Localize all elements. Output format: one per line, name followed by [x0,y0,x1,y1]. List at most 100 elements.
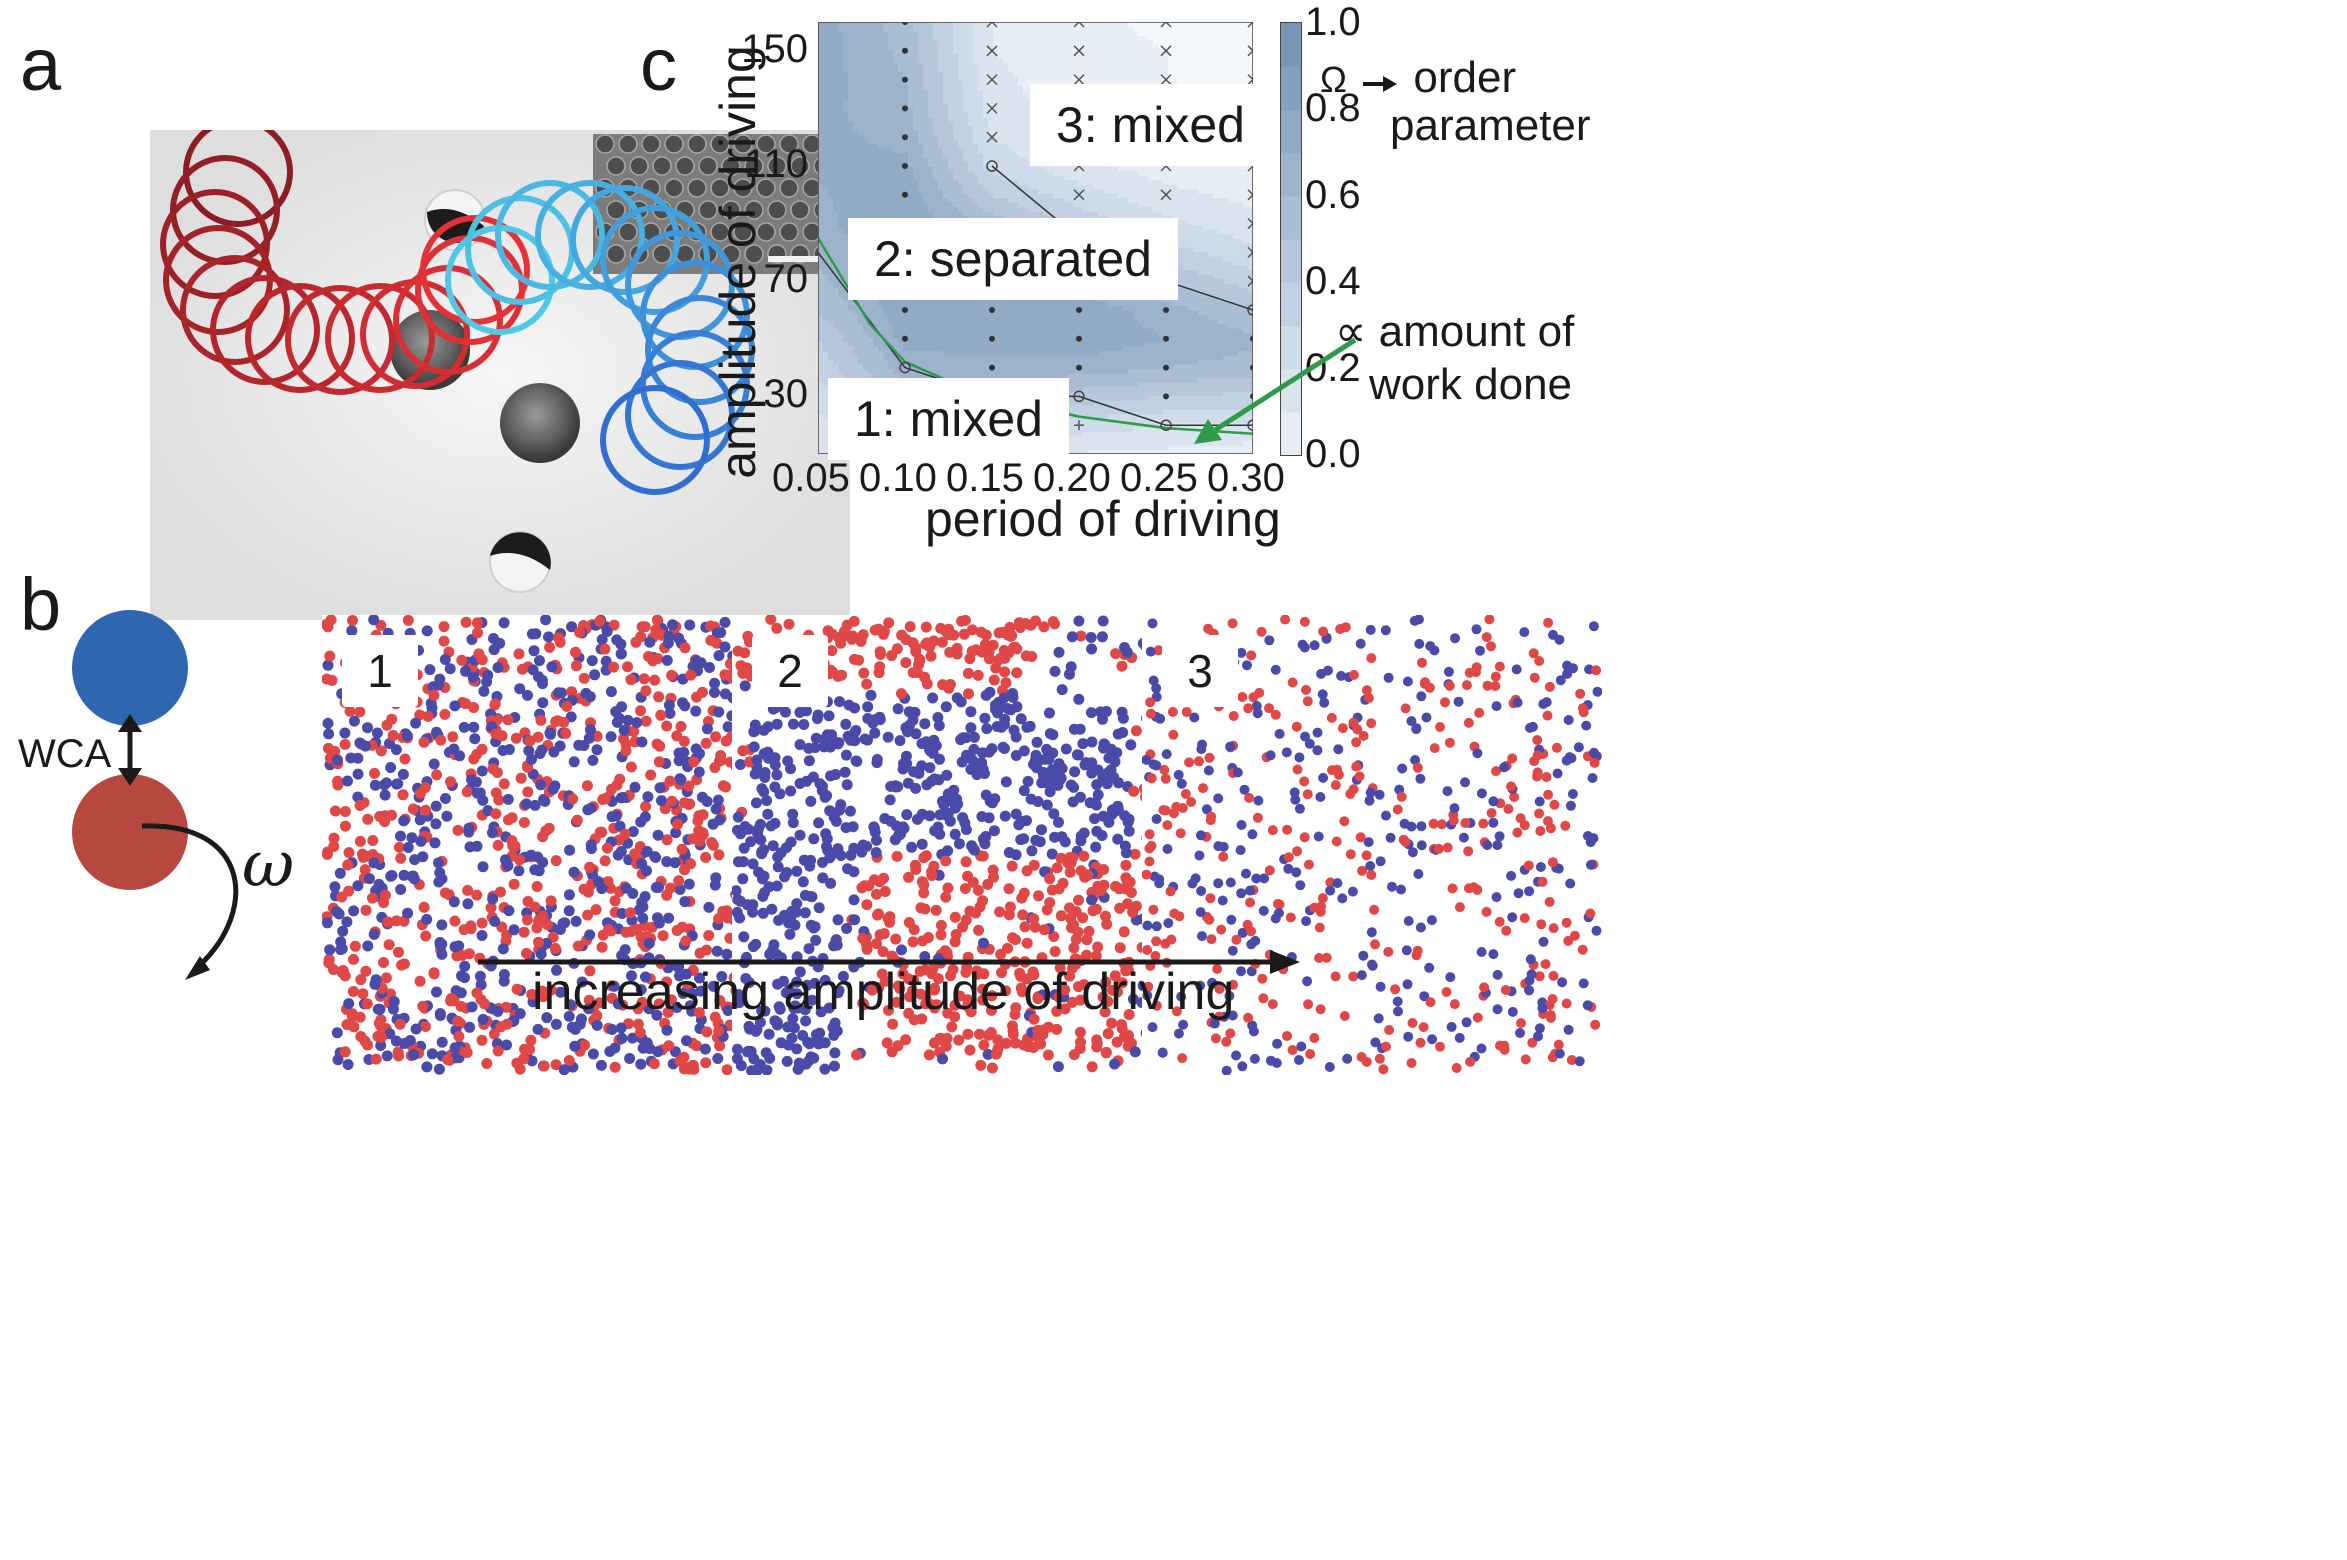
heatmap-cell [1003,143,1009,149]
heatmap-cell [853,328,859,334]
heatmap-cell [868,116,874,122]
heatmap-cell [888,328,894,334]
heatmap-cell [923,301,929,307]
heatmap-cell [828,26,834,32]
heatmap-cell [988,170,994,176]
heatmap-cell [823,422,829,428]
heatmap-cell [1038,170,1044,176]
heatmap-cell [943,67,949,73]
heatmap-cell [958,130,964,136]
heatmap-cell [823,157,829,163]
heatmap-cell [938,53,944,59]
heatmap-cell [888,359,894,365]
heatmap-cell [973,148,979,154]
heatmap-cell [963,130,969,136]
heatmap-cell [1018,22,1024,28]
heatmap-cell [958,161,964,167]
heatmap-cell [843,139,849,145]
heatmap-cell [978,143,984,149]
heatmap-cell [883,134,889,140]
heatmap-cell [1058,368,1064,374]
heatmap-cell [1038,310,1044,316]
heatmap-cell [893,328,899,334]
heatmap-cell [853,364,859,370]
heatmap-cell [1053,193,1059,199]
heatmap-cell [828,260,834,266]
heatmap-cell [1048,166,1054,172]
heatmap-cell [858,359,864,365]
heatmap-cell [818,121,824,127]
heatmap-cell [853,341,859,347]
heatmap-cell [838,134,844,140]
heatmap-cell [1028,355,1034,361]
heatmap-cell [1068,53,1074,59]
heatmap-cell [973,179,979,185]
heatmap-cell [1058,170,1064,176]
heatmap-cell [988,202,994,208]
heatmap-cell [973,161,979,167]
heatmap-cell [963,170,969,176]
heatmap-cell [823,184,829,190]
heatmap-cell [918,98,924,104]
heatmap-cell [943,116,949,122]
heatmap-cell [898,197,904,203]
heatmap-cell [893,202,899,208]
heatmap-cell [973,170,979,176]
heatmap-cell [933,206,939,212]
heatmap-cell [968,152,974,158]
heatmap-cell [823,130,829,136]
heatmap-cell [858,44,864,50]
heatmap-cell [953,301,959,307]
heatmap-cell [913,116,919,122]
heatmap-cell [1018,175,1024,181]
heatmap-cell [968,22,974,28]
heatmap-cell [1018,197,1024,203]
heatmap-cell [843,161,849,167]
heatmap-cell [1063,332,1069,338]
panel-letter-b: b [20,563,62,646]
heatmap-cell [1038,67,1044,73]
heatmap-cell [828,170,834,176]
heatmap-cell [903,58,909,64]
heatmap-cell [853,67,859,73]
heatmap-cell [1028,22,1034,28]
trajectory-ring-blue [600,385,710,495]
heatmap-cell [943,80,949,86]
heatmap-cell [938,188,944,194]
heatmap-cell [1023,328,1029,334]
heatmap-cell [818,251,824,257]
heatmap-cell [893,121,899,127]
heatmap-cell [883,98,889,104]
heatmap-cell [848,94,854,100]
heatmap-cell [1058,175,1064,181]
heatmap-cell [933,134,939,140]
heatmap-cell [1063,197,1069,203]
heatmap-cell [953,49,959,55]
heatmap-cell [953,328,959,334]
heatmap-cell [833,166,839,172]
heatmap-cell [823,382,829,388]
heatmap-cell [848,314,854,320]
heatmap-cell [1028,350,1034,356]
heatmap-cell [848,71,854,77]
heatmap-cell [818,337,824,343]
heatmap-cell [848,206,854,212]
heatmap-cell [968,202,974,208]
heatmap-cell [993,134,999,140]
heatmap-cell [1018,98,1024,104]
heatmap-cell [1013,98,1019,104]
heatmap-cell [1003,193,1009,199]
heatmap-cell [963,31,969,37]
heatmap-cell [838,44,844,50]
heatmap-cell [873,355,879,361]
heatmap-cell [918,175,924,181]
heatmap-cell [958,89,964,95]
heatmap-cell [1053,337,1059,343]
heatmap-cell [938,31,944,37]
heatmap-cell [903,319,909,325]
heatmap-cell [923,125,929,131]
heatmap-cell [848,103,854,109]
heatmap-cell [888,305,894,311]
heatmap-cell [908,139,914,145]
heatmap-cell [1018,161,1024,167]
